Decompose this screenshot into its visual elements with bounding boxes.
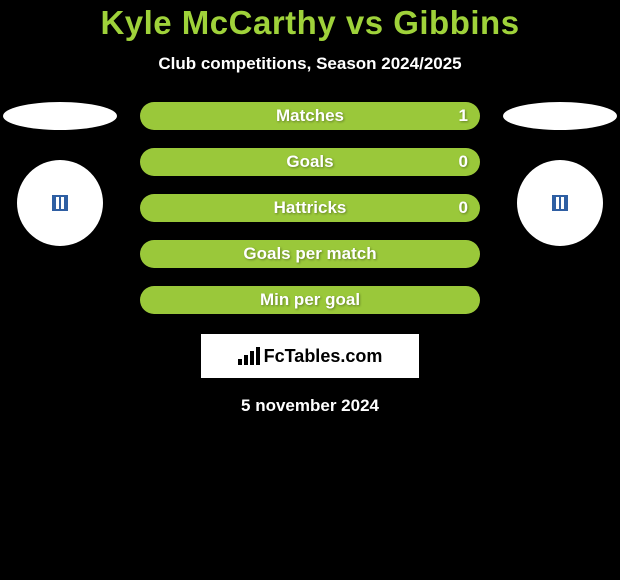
stat-label: Goals: [286, 152, 333, 172]
right-crest-icon: [517, 160, 603, 246]
bars-icon: [238, 347, 260, 365]
stat-row-min-per-goal: Min per goal: [140, 286, 480, 314]
stat-row-hattricks: Hattricks 0: [140, 194, 480, 222]
left-player-col: [0, 102, 120, 246]
root: Kyle McCarthy vs Gibbins Club competitio…: [0, 0, 620, 416]
stat-label: Hattricks: [274, 198, 347, 218]
brand-badge: FcTables.com: [201, 334, 419, 378]
stat-label: Min per goal: [260, 290, 360, 310]
stat-row-goals: Goals 0: [140, 148, 480, 176]
right-crest-mark-icon: [552, 195, 568, 211]
stat-value-right: 0: [459, 198, 468, 218]
stat-row-matches: Matches 1: [140, 102, 480, 130]
comparison-area: Matches 1 Goals 0 Hattricks 0 Goals per …: [0, 102, 620, 314]
page-subtitle: Club competitions, Season 2024/2025: [158, 54, 461, 74]
right-flag-icon: [503, 102, 617, 130]
left-crest-icon: [17, 160, 103, 246]
page-title: Kyle McCarthy vs Gibbins: [100, 4, 519, 42]
brand-text: FcTables.com: [264, 346, 383, 367]
stat-label: Matches: [276, 106, 344, 126]
stat-value-right: 1: [459, 106, 468, 126]
footer-date: 5 november 2024: [241, 396, 379, 416]
right-player-col: [500, 102, 620, 246]
stat-row-goals-per-match: Goals per match: [140, 240, 480, 268]
stats-column: Matches 1 Goals 0 Hattricks 0 Goals per …: [140, 102, 480, 314]
stat-label: Goals per match: [243, 244, 376, 264]
left-crest-mark-icon: [52, 195, 68, 211]
stat-value-right: 0: [459, 152, 468, 172]
left-flag-icon: [3, 102, 117, 130]
